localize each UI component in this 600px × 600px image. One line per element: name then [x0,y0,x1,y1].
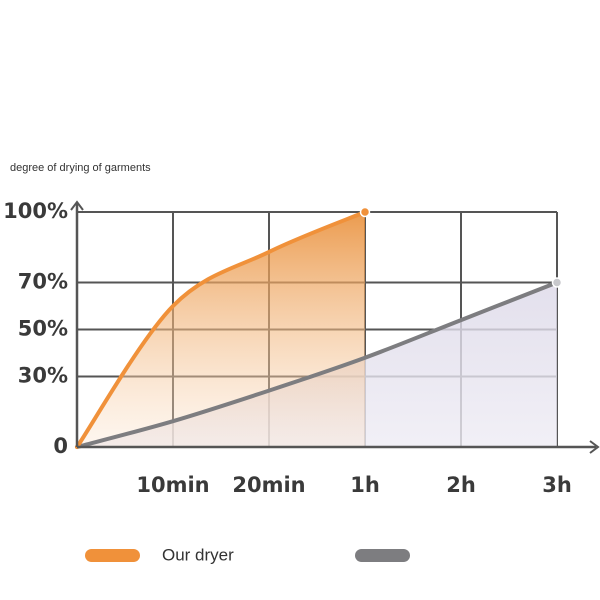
y-tick-label: 0 [53,434,68,458]
y-tick-label: 70% [18,270,68,294]
area [77,282,557,447]
line [75,280,559,449]
legend-swatch [355,549,410,562]
y-tick-label: 100% [3,199,68,223]
area [77,212,365,447]
y-tick-label: 30% [18,364,68,388]
y-axis-arrow [70,200,84,211]
x-tick-label: 20min [232,473,305,497]
end-dot [551,277,563,288]
x-tick-label: 3h [542,473,572,497]
x-axis-arrow [589,440,600,454]
x-tick-label: 10min [136,473,209,497]
x-tick-label: 2h [446,473,476,497]
legend-label: Our dryer [162,545,234,564]
line [75,210,367,449]
legend-swatch [85,549,140,562]
y-tick-label: 50% [18,317,68,341]
end-dot [359,206,371,218]
y-axis-title: degree of drying of garments [10,162,151,174]
x-tick-label: 1h [350,473,380,497]
